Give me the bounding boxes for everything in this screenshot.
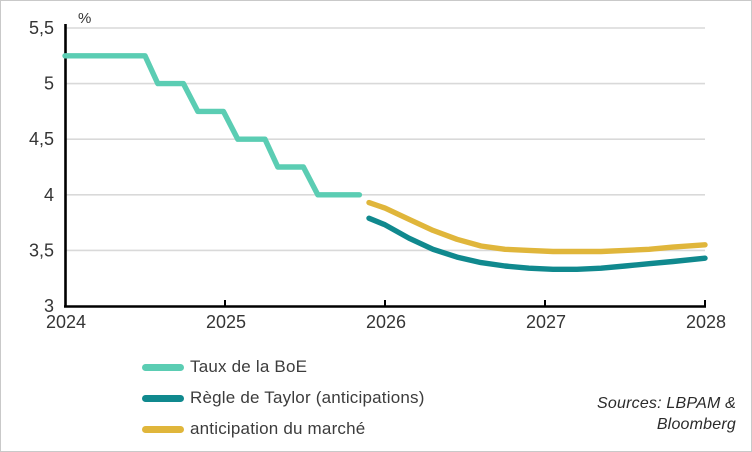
- legend-swatch-taylor: [142, 394, 184, 402]
- legend-swatch-boe: [142, 363, 184, 371]
- x-tick-label: 2026: [366, 312, 406, 332]
- series-line-0: [62, 53, 363, 198]
- y-tick-label: 3: [44, 296, 54, 316]
- source-note-line1: Sources: LBPAM &: [597, 395, 736, 412]
- x-tick-label: 2024: [46, 312, 86, 332]
- y-tick-label: 5,5: [29, 18, 54, 38]
- legend-label-boe: Taux de la BoE: [190, 357, 308, 376]
- y-tick-label: 5: [44, 74, 54, 94]
- x-tick-label: 2025: [206, 312, 246, 332]
- y-axis-unit-label: %: [78, 10, 91, 27]
- y-tick-label: 4: [44, 185, 54, 205]
- y-tick-label: 3,5: [29, 240, 54, 260]
- legend-label-taylor: Règle de Taylor (anticipations): [190, 388, 425, 407]
- chart-legend: Taux de la BoE Règle de Taylor (anticipa…: [142, 356, 425, 440]
- series-line-2: [366, 199, 708, 255]
- legend-item-boe: Taux de la BoE: [142, 356, 425, 378]
- legend-swatch-market: [142, 425, 184, 433]
- x-tick-label: 2028: [686, 312, 726, 332]
- x-tick-label: 2027: [526, 312, 566, 332]
- legend-label-market: anticipation du marché: [190, 419, 366, 438]
- legend-item-market: anticipation du marché: [142, 418, 425, 440]
- source-note-line2: Bloomberg: [656, 416, 736, 433]
- y-tick-label: 4,5: [29, 129, 54, 149]
- legend-item-taylor: Règle de Taylor (anticipations): [142, 387, 425, 409]
- source-note: Sources: LBPAM & Bloomberg: [597, 393, 736, 435]
- series-line-1: [366, 215, 708, 272]
